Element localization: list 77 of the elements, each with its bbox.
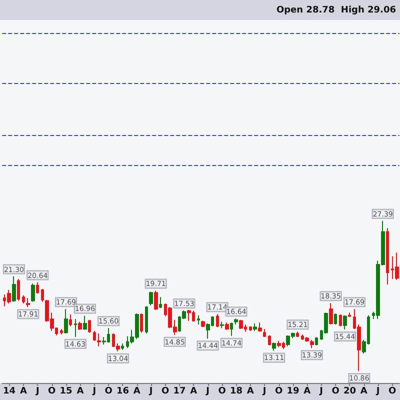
x-tick-label: J bbox=[318, 386, 324, 396]
candlestick bbox=[296, 331, 299, 338]
candlestick bbox=[17, 278, 20, 302]
candlestick bbox=[88, 319, 91, 334]
candlestick bbox=[26, 298, 30, 308]
x-tick-label: O bbox=[388, 386, 396, 396]
candlestick bbox=[140, 313, 143, 334]
candlestick bbox=[41, 288, 44, 302]
candlestick bbox=[339, 314, 342, 327]
x-tick-label: 17 bbox=[173, 386, 186, 396]
x-tick-label: J bbox=[34, 386, 40, 396]
x-tick-label: 14 bbox=[2, 386, 16, 396]
candlestick bbox=[334, 313, 337, 325]
x-tick-label: 19 bbox=[286, 386, 300, 396]
candlestick bbox=[31, 283, 35, 302]
candlestick bbox=[225, 322, 229, 330]
candlestick bbox=[22, 294, 25, 304]
candlestick bbox=[78, 321, 82, 330]
candlestick bbox=[263, 328, 266, 338]
candlestick bbox=[201, 320, 205, 328]
candlestick bbox=[69, 314, 72, 327]
candlestick bbox=[216, 314, 219, 328]
candlestick bbox=[187, 309, 191, 322]
x-tick-label: 16 bbox=[116, 386, 129, 396]
candlestick bbox=[220, 321, 224, 329]
candlestick bbox=[97, 333, 101, 347]
candlestick bbox=[197, 314, 200, 325]
candlestick bbox=[121, 343, 124, 350]
x-tick-label: A bbox=[360, 386, 368, 396]
candlestick bbox=[74, 318, 77, 338]
candlestick bbox=[239, 319, 243, 330]
x-tick-label: J bbox=[148, 386, 153, 396]
x-tick-label: A bbox=[246, 386, 254, 396]
candlestick bbox=[93, 330, 96, 342]
candlestick bbox=[258, 322, 262, 332]
x-tick-label: A bbox=[304, 386, 311, 396]
x-tick-label: O bbox=[161, 386, 170, 396]
candlestick bbox=[253, 323, 257, 332]
x-tick-label: A bbox=[190, 386, 198, 396]
candlestick bbox=[315, 336, 318, 346]
x-tick-label: J bbox=[205, 386, 210, 396]
candlestick bbox=[83, 315, 87, 330]
candlestick bbox=[64, 308, 68, 334]
x-tick-label: A bbox=[20, 386, 27, 396]
x-tick-label: 18 bbox=[230, 386, 242, 396]
x-tick-label: 20 bbox=[343, 386, 356, 396]
x-tick-label: A bbox=[133, 386, 140, 396]
candlestick bbox=[272, 342, 276, 352]
x-tick-label: O bbox=[218, 386, 226, 396]
x-tick-label: 15 bbox=[60, 386, 72, 396]
candlestick bbox=[277, 340, 281, 348]
candlestick bbox=[149, 291, 153, 306]
candlestick bbox=[145, 306, 148, 334]
x-tick-label: J bbox=[375, 386, 380, 396]
candlestick bbox=[12, 276, 16, 302]
candlestick bbox=[234, 318, 238, 325]
candlestick bbox=[60, 328, 63, 335]
x-tick-label: O bbox=[274, 386, 283, 396]
x-tick-label: O bbox=[48, 386, 56, 396]
candlestick bbox=[7, 289, 11, 304]
candlestick bbox=[329, 302, 333, 325]
text: Open 28.78 High 29.06 bbox=[276, 6, 396, 16]
candlestick bbox=[249, 326, 252, 332]
candlestick bbox=[159, 296, 162, 309]
candlestick bbox=[154, 290, 158, 310]
candlestick bbox=[395, 252, 399, 280]
x-tick-label: O bbox=[332, 386, 340, 396]
candlestick bbox=[343, 314, 347, 330]
candlestick bbox=[348, 312, 351, 318]
candlestick bbox=[36, 282, 39, 294]
x-tick-label: J bbox=[92, 386, 96, 396]
x-tick-label: J bbox=[262, 386, 266, 396]
candlestick bbox=[268, 334, 271, 346]
x-tick-label: A bbox=[76, 386, 84, 396]
candlestick bbox=[230, 322, 233, 336]
x-tick-label: O bbox=[104, 386, 113, 396]
candlestick bbox=[386, 228, 389, 285]
